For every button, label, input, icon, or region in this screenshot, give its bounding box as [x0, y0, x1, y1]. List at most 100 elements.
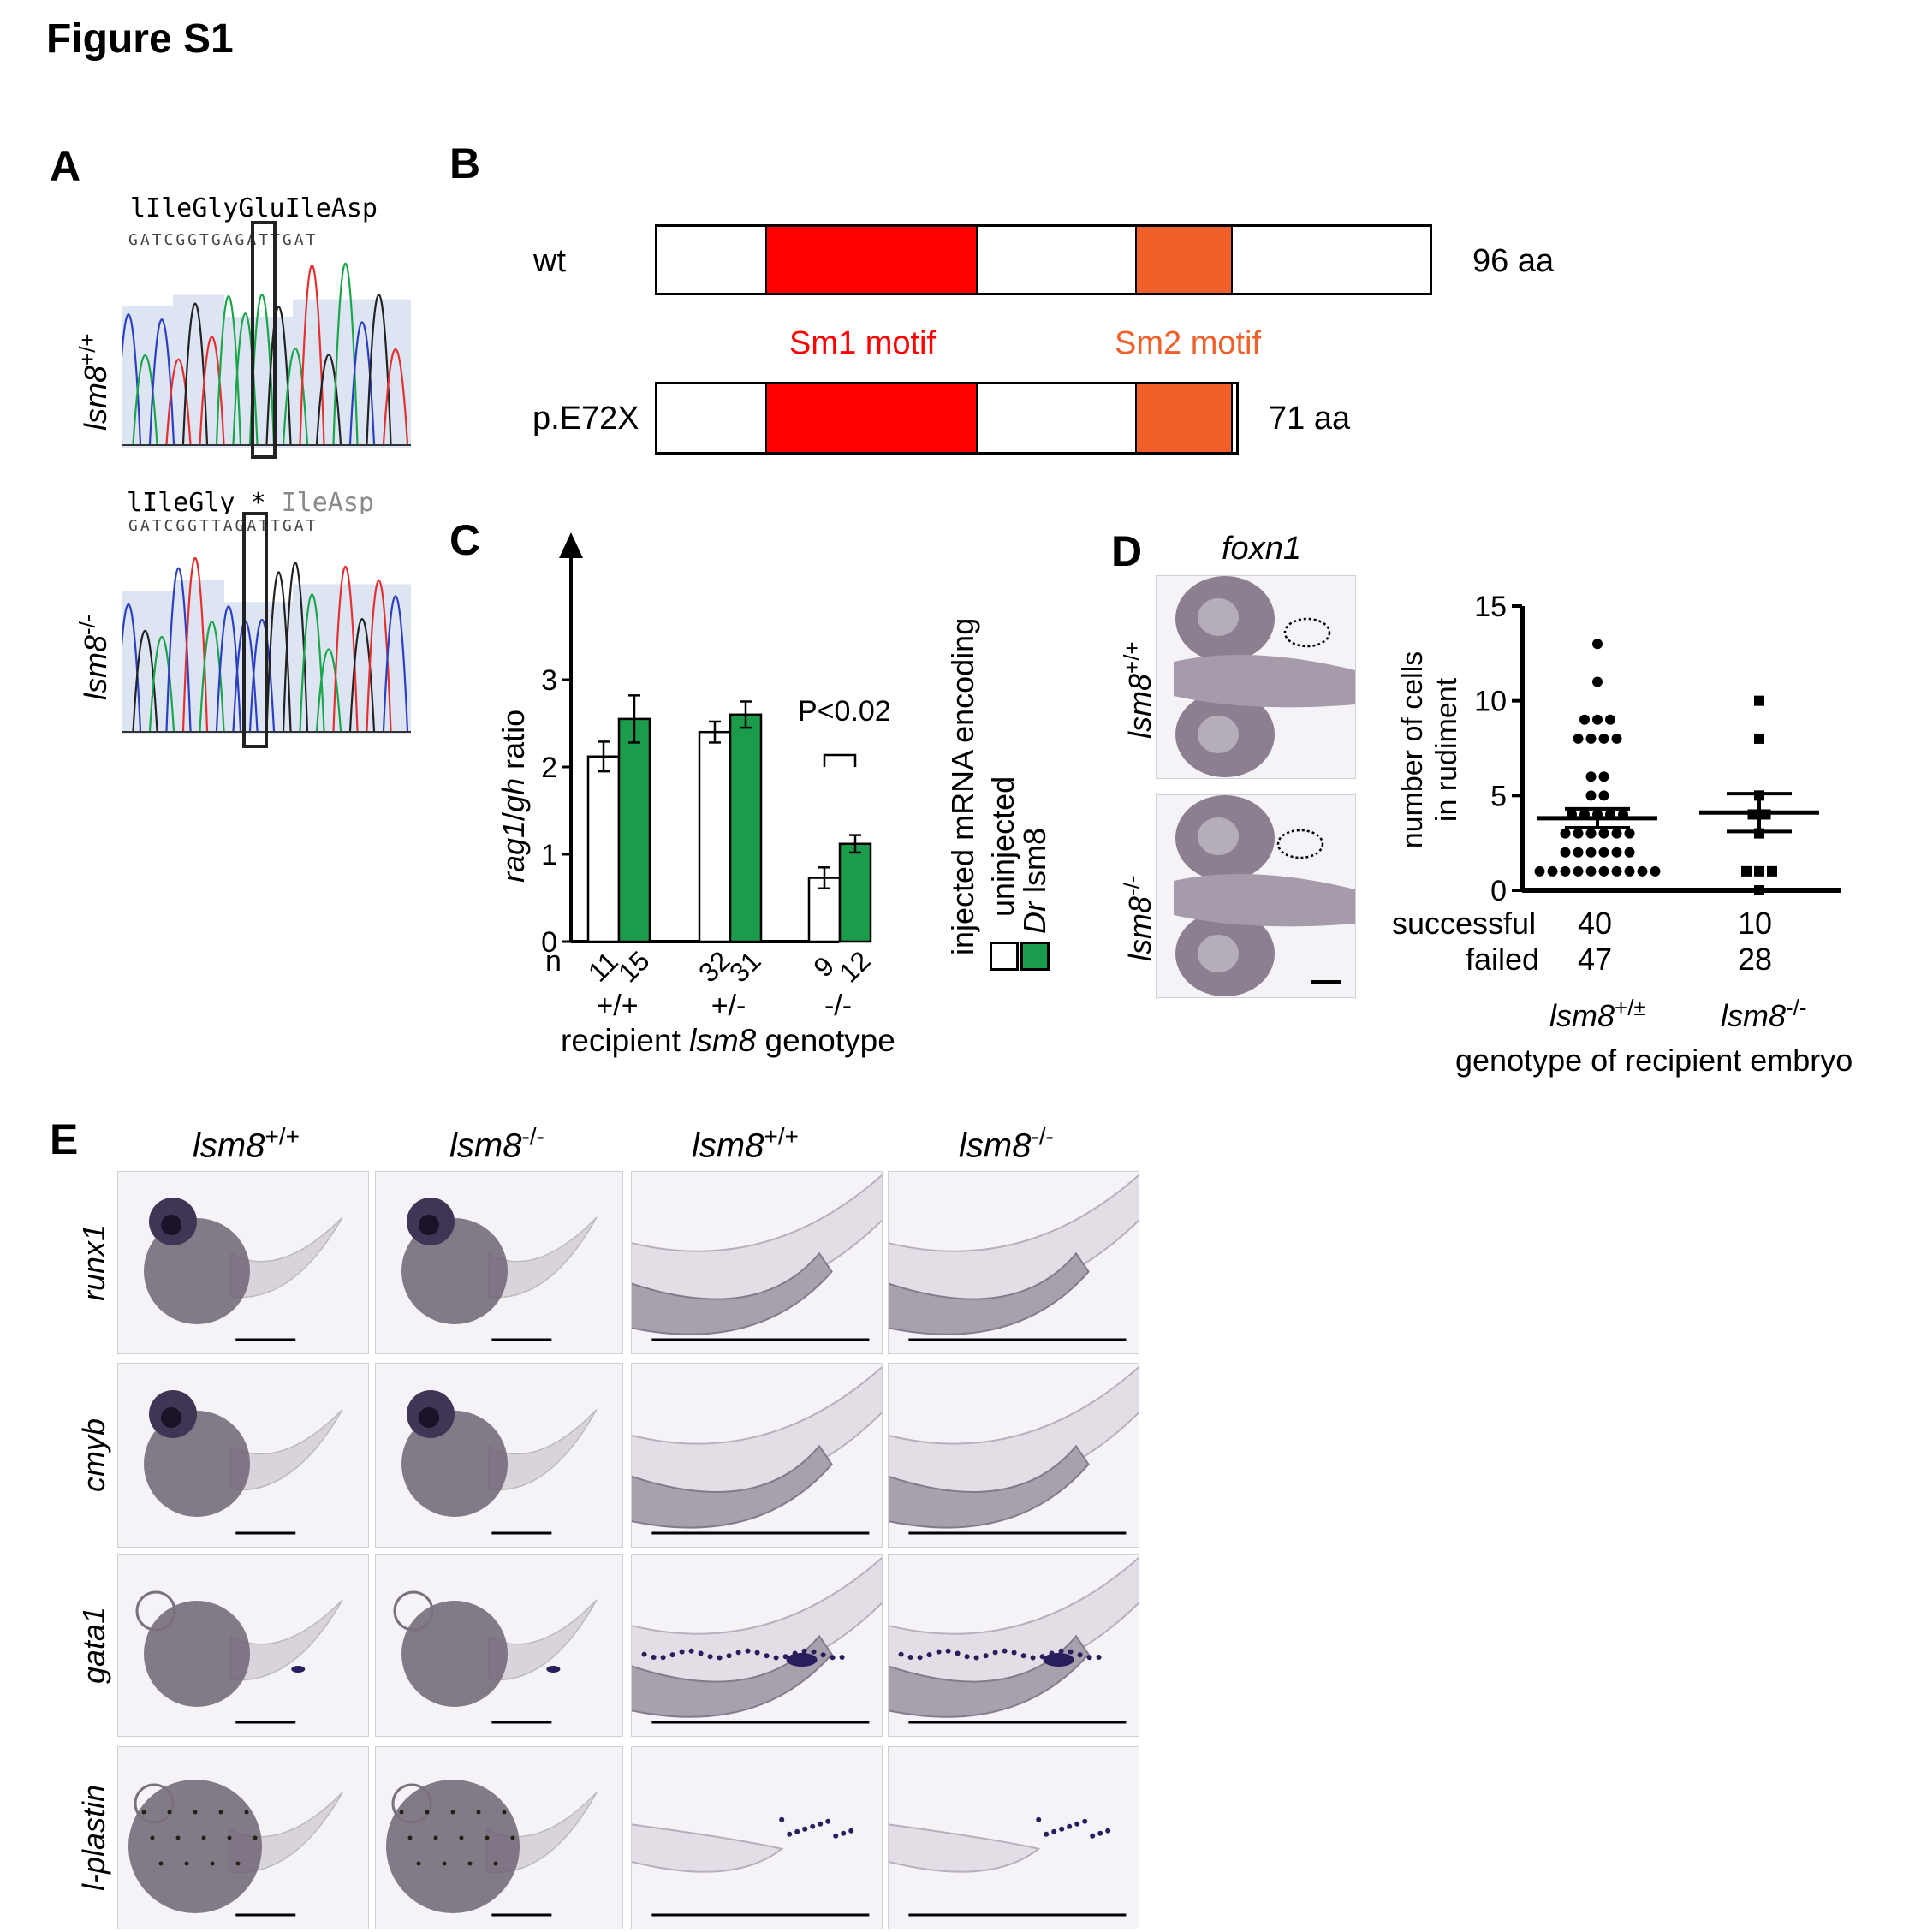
stain-dot: [660, 1655, 666, 1661]
tail-body: [632, 1174, 882, 1308]
data-point: [1598, 733, 1609, 744]
stain-dot: [1097, 1830, 1103, 1836]
chromatogram-peak: [366, 293, 392, 445]
chromatogram-peak: [248, 619, 276, 732]
mut-protein-sequence: lIleGly * IleAsp: [127, 488, 374, 518]
data-point: [1547, 865, 1558, 877]
row-label: gata1: [76, 1606, 111, 1685]
data-point: [1598, 771, 1609, 782]
data-point: [1624, 828, 1635, 839]
data-point: [1611, 865, 1622, 877]
stain-dot: [193, 1810, 198, 1815]
category-label: +/-: [711, 990, 746, 1022]
chromatogram-peak: [315, 648, 342, 732]
data-point: [1585, 847, 1597, 858]
stain-dot: [1067, 1823, 1073, 1829]
ish-image: [117, 1171, 369, 1354]
bar: [838, 842, 872, 943]
embryo-eye-outline: [135, 1590, 176, 1632]
chromatogram-peak: [148, 635, 175, 732]
mut-protein-bar: [655, 382, 1239, 455]
stain-dot: [1090, 1833, 1096, 1839]
chart-d-ylabel: number of cells in rudiment: [1396, 651, 1463, 849]
data-point: [1611, 828, 1622, 839]
chart-c-xlabel: recipient lsm8 genotype: [561, 1023, 895, 1058]
stain-dot: [641, 1651, 647, 1657]
stain-dot: [450, 1810, 455, 1815]
panel-e-letter: E: [50, 1115, 79, 1163]
stain-dot: [801, 1648, 807, 1654]
ish-image: [375, 1363, 623, 1548]
mut-genotype-label: lsm8-/-: [74, 614, 113, 700]
stain-dot: [669, 1652, 675, 1658]
stain-dot: [955, 1650, 961, 1656]
mut-mutation-box: [242, 512, 268, 748]
failed-label: failed: [1466, 942, 1540, 977]
stain-dot: [917, 1655, 923, 1661]
figure-title: Figure S1: [46, 16, 234, 62]
wt-protein-sequence: lIleGlyGluIleAsp: [130, 193, 378, 223]
tail-body: [889, 1556, 1139, 1691]
stain-dot: [1082, 1818, 1088, 1824]
legend-dr-lsm8-label: Dr lsm8: [1017, 827, 1052, 934]
column-heading: lsm8-/-: [449, 1123, 544, 1165]
stain-dot: [830, 1655, 836, 1661]
legend-swatch-uninjected: [990, 942, 1019, 971]
embryo-eye-outline: [134, 1783, 175, 1824]
stain-dot: [1086, 1655, 1092, 1661]
stain-dot: [1096, 1654, 1102, 1660]
chromatogram-peak: [132, 354, 158, 445]
row-label: runx1: [76, 1223, 111, 1302]
significance-bracket: [823, 753, 857, 767]
stain-dot: [1068, 1649, 1074, 1655]
stain-dot: [973, 1655, 979, 1661]
stain-dot: [244, 1810, 249, 1815]
wt-genotype-label: lsm8+/+: [74, 333, 113, 431]
data-point: [1754, 865, 1764, 877]
stain-dot: [726, 1653, 732, 1659]
wt-mutation-box: [251, 221, 277, 459]
foxn1-title: foxn1: [1222, 531, 1301, 567]
failed-count-1: 47: [1578, 942, 1613, 977]
stain-dot: [754, 1650, 760, 1656]
chromatogram-peak: [199, 336, 225, 445]
tail-body: [889, 1174, 1139, 1308]
stain-dot: [1011, 1650, 1017, 1656]
embryo-yolk: [144, 1601, 250, 1707]
ish-image: [117, 1554, 369, 1737]
row-label: l-plastin: [76, 1784, 111, 1892]
chromatogram-peak: [382, 595, 409, 732]
y-tick-label: 2: [541, 752, 557, 784]
stain-dot: [227, 1835, 232, 1840]
legend-swatch-dr-lsm8: [1020, 942, 1050, 971]
y-tick-label: 10: [1474, 686, 1507, 718]
tail-body: [889, 1365, 1139, 1501]
tail-body: [632, 1823, 784, 1873]
y-tick-label: 5: [1490, 780, 1507, 812]
group-2-label: lsm8-/-: [1721, 995, 1807, 1033]
stain-dot: [150, 1835, 155, 1840]
stain-dot: [167, 1810, 172, 1815]
ish-image: [631, 1363, 883, 1548]
data-point: [1624, 865, 1635, 877]
failed-count-2: 28: [1738, 942, 1773, 977]
embryo-yolk: [401, 1601, 508, 1707]
stain-dot: [773, 1655, 779, 1661]
embryo-tail: [488, 1216, 598, 1299]
stain-dot: [779, 1816, 785, 1822]
data-point: [1585, 790, 1597, 801]
embryo-eye: [419, 1407, 439, 1428]
ish-image: [888, 1554, 1139, 1737]
stain-dot: [841, 1830, 847, 1836]
mut-length: 71 aa: [1269, 401, 1351, 437]
stain-dot: [825, 1818, 831, 1824]
successful-count-2: 10: [1738, 906, 1773, 941]
bar: [586, 755, 621, 943]
chromatogram-peak: [165, 567, 192, 732]
stain-dot: [253, 1835, 258, 1840]
stain-dot: [787, 1831, 793, 1837]
legend-title: injected mRNA encoding: [945, 617, 980, 955]
chromatogram-peak: [332, 566, 359, 732]
stain-dot: [1020, 1653, 1026, 1659]
chromatogram-peak: [348, 321, 376, 445]
